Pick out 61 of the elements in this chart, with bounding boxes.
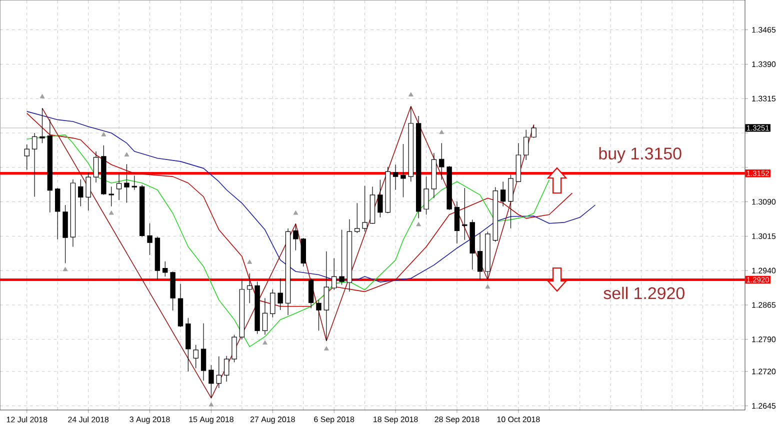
candlestick <box>32 132 38 198</box>
candlestick <box>293 224 298 251</box>
candlestick <box>362 185 368 232</box>
candlestick <box>439 142 444 180</box>
point <box>124 152 130 157</box>
point <box>324 346 329 351</box>
candlestick <box>378 179 383 218</box>
candlestick <box>316 300 322 331</box>
candlestick <box>108 186 114 207</box>
point <box>416 222 422 226</box>
candlestick <box>193 344 198 369</box>
candlestick <box>124 164 130 204</box>
candlestick <box>224 356 230 382</box>
candlestick <box>424 176 429 215</box>
candlestick <box>93 151 99 183</box>
candlestick <box>400 144 406 198</box>
point <box>439 130 444 134</box>
candlestick <box>24 144 30 170</box>
candlestick <box>477 232 483 280</box>
candlestick <box>531 124 536 138</box>
candlestick <box>331 258 337 290</box>
line-series <box>26 112 573 307</box>
point <box>40 94 45 98</box>
candlestick <box>208 364 214 398</box>
point <box>208 402 214 406</box>
annotation: sell 1.2920 <box>604 286 684 300</box>
point <box>485 284 490 289</box>
candlestick <box>454 201 460 244</box>
candlestick <box>147 223 152 256</box>
candlestick <box>116 173 122 200</box>
candlestick <box>524 129 529 160</box>
candlestick <box>270 289 276 318</box>
candlestick <box>262 298 268 336</box>
point <box>247 260 252 264</box>
candlestick <box>392 164 398 190</box>
point <box>101 132 106 136</box>
point <box>293 210 298 215</box>
candlestick <box>354 202 360 234</box>
candlestick <box>247 273 252 304</box>
candlestick <box>278 278 283 310</box>
candlestick <box>55 188 60 240</box>
candlestick <box>78 179 84 207</box>
candlestick <box>232 334 237 363</box>
point <box>408 92 414 96</box>
candlestick <box>132 175 138 190</box>
candlestick <box>86 172 91 211</box>
annotation: buy 1.3150 <box>599 147 682 163</box>
candlestick <box>308 278 314 308</box>
line-series <box>42 106 534 398</box>
candlestick <box>339 229 344 286</box>
point <box>62 266 68 272</box>
point <box>108 210 114 215</box>
point <box>262 340 268 345</box>
candlestick <box>216 356 222 388</box>
candlestick <box>324 251 330 342</box>
candlestick <box>462 188 468 240</box>
candlestick <box>200 323 206 381</box>
candlestick <box>40 108 45 144</box>
candlestick <box>508 174 514 229</box>
candlestick <box>500 181 506 207</box>
candlestick <box>162 261 168 277</box>
